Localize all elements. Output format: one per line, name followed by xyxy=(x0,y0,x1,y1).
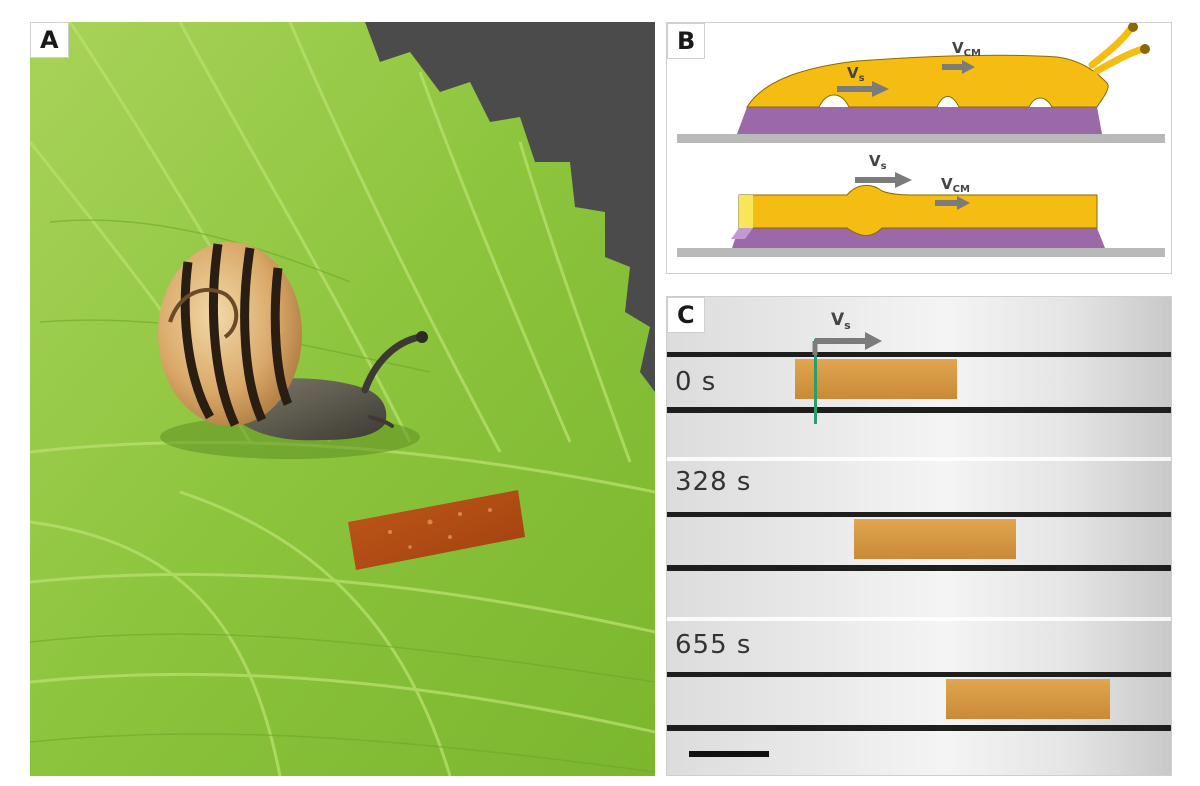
vs-label-top: Vs xyxy=(847,64,865,84)
vs-arrow-c xyxy=(812,332,882,355)
channel-lines xyxy=(667,352,1171,731)
shell-spiral xyxy=(168,288,239,339)
substrate-top xyxy=(677,134,1165,143)
robot-speckles xyxy=(388,508,492,549)
snail-tentacle xyxy=(361,333,424,394)
panel-label-b: B xyxy=(667,23,706,59)
robot-body-bottom xyxy=(738,185,1098,236)
leaf-texture xyxy=(30,219,655,773)
scale-bar xyxy=(689,751,769,757)
soft-robot-strip xyxy=(348,490,525,570)
vs-label-c: Vs xyxy=(831,310,851,332)
robot-strip-655s xyxy=(946,679,1110,719)
time-label-328s: 328 s xyxy=(675,467,752,497)
vcm-label-top: VCM xyxy=(952,39,981,59)
robot-strip-328s xyxy=(854,519,1016,559)
leaf-snail-illustration xyxy=(30,22,655,776)
locomotion-schematic: Vs VCM Vs VCM xyxy=(677,23,1165,257)
b-eye-1 xyxy=(1128,23,1138,32)
time-label-0s: 0 s xyxy=(675,367,717,397)
panel-a-photo: A xyxy=(30,22,655,776)
panel-label-a: A xyxy=(30,22,69,58)
robot-strip-0s xyxy=(795,359,957,399)
time-label-655s: 655 s xyxy=(675,630,752,660)
snail-foot-top xyxy=(746,54,1109,108)
b-tentacle-2 xyxy=(1093,45,1147,75)
vs-label-bottom: Vs xyxy=(869,152,887,172)
b-tentacle-1 xyxy=(1088,23,1136,69)
vcm-label-bottom: VCM xyxy=(941,175,970,195)
panel-b-schematic: Vs VCM Vs VCM B xyxy=(666,22,1172,274)
b-eye-2 xyxy=(1140,44,1150,54)
timelapse-frames: Vs xyxy=(667,297,1171,775)
vcm-arrow-top xyxy=(942,60,975,74)
mucus-layer-bottom xyxy=(732,228,1105,248)
panel-label-c: C xyxy=(667,297,705,333)
snail-eye xyxy=(416,331,428,343)
panel-c-timelapse: Vs C 0 s 328 s 655 s xyxy=(666,296,1172,776)
substrate-bottom xyxy=(677,248,1165,257)
mucus-layer-top xyxy=(737,107,1102,134)
shell-stripes xyxy=(180,243,293,427)
robot-end-mucus xyxy=(731,228,753,239)
vs-arrow-top xyxy=(837,81,889,97)
frame-separators xyxy=(667,457,1171,621)
vcm-arrow-bottom xyxy=(935,196,970,210)
robot-end-cap xyxy=(739,195,753,228)
vs-arrow-bottom xyxy=(855,172,912,188)
snail-lower-tentacle xyxy=(368,415,394,428)
reference-marker xyxy=(814,339,817,424)
